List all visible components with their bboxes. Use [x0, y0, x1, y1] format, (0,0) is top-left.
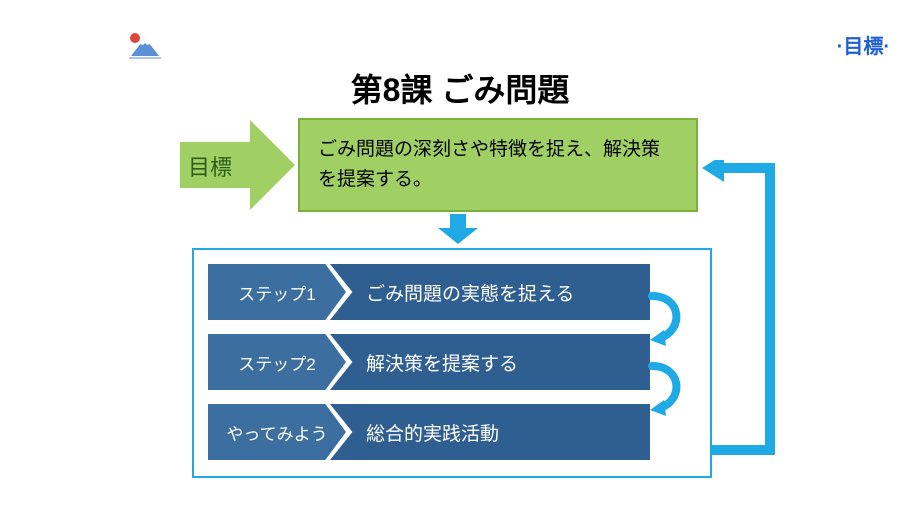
logo-mountain — [125, 30, 165, 60]
goal-box-text: ごみ問題の深刻さや特徴を捉え、解決策を提案する。 — [318, 135, 678, 196]
goal-arrow: 目標 — [180, 120, 295, 210]
step-row-2: ステップ2 解決策を提案する — [208, 334, 696, 390]
step3-label: やってみよう — [208, 404, 346, 460]
step2-desc: 解決策を提案する — [330, 334, 650, 390]
goal-arrow-head — [250, 120, 295, 210]
goal-box: ごみ問題の深刻さや特徴を捉え、解決策を提案する。 — [298, 118, 698, 212]
curve-arrow-1-icon — [642, 290, 688, 346]
page-title: 第8課 ごみ問題 — [0, 65, 920, 111]
step2-label: ステップ2 — [208, 334, 346, 390]
goal-arrow-label: 目標 — [188, 150, 232, 182]
logo-sun-icon — [130, 33, 140, 43]
feedback-arrow-icon — [700, 160, 790, 460]
step-row-1: ステップ1 ごみ問題の実態を捉える — [208, 264, 696, 320]
curve-arrow-2-icon — [642, 360, 688, 416]
step1-desc: ごみ問題の実態を捉える — [330, 264, 650, 320]
step-row-3: やってみよう 総合的実践活動 — [208, 404, 696, 460]
down-arrow-head — [438, 228, 478, 244]
down-arrow-shaft — [450, 214, 466, 228]
header-label: ·目標· — [837, 30, 890, 59]
down-arrow — [438, 214, 478, 244]
step3-desc: 総合的実践活動 — [330, 404, 650, 460]
step1-label: ステップ1 — [208, 264, 346, 320]
steps-container: ステップ1 ごみ問題の実態を捉える ステップ2 解決策を提案する やってみよう … — [192, 248, 712, 478]
